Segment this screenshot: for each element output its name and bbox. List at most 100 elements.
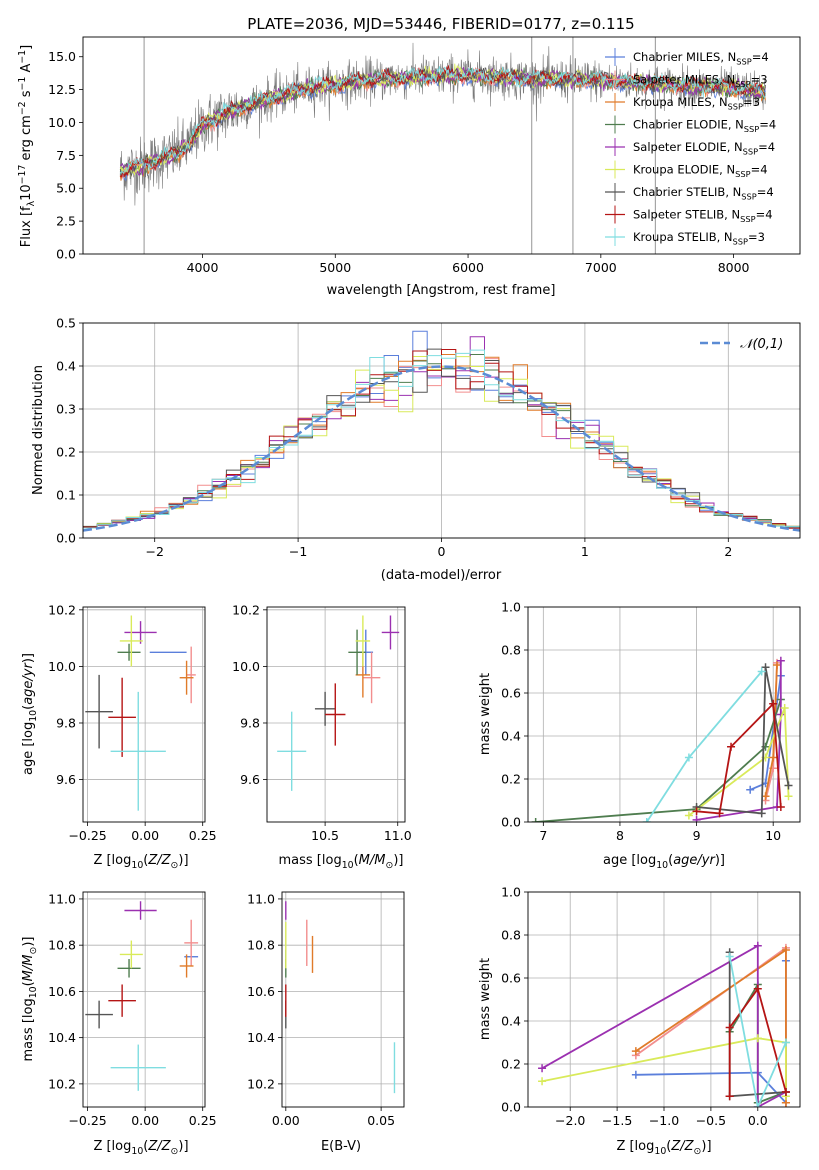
x-tick-label: −0.25 xyxy=(68,828,106,843)
axes-frame xyxy=(82,322,801,539)
legend-entry: Chabrier MILES, NSSP=4 xyxy=(633,50,769,66)
y-tick-label: 1.0 xyxy=(501,885,521,900)
chart-mass-vs-Z: −0.25 0.00 0.25 10.2 10.4 10.6 10.8 11.0 Z [log1… xyxy=(21,891,217,1156)
chart-mass-vs-ebv: 0.00 0.05 10.2 10.4 10.6 10.8 11.0 E(B-V) xyxy=(247,891,405,1154)
chart-mass-weight-vs-age: 7 8 9 10 0.0 0.2 0.4 0.6 0.8 1.0 age [log10(age/yr… xyxy=(478,600,801,871)
axes-frame xyxy=(527,606,801,823)
point-marker xyxy=(631,1047,640,1056)
x-tick-label: 0.0 xyxy=(748,1113,768,1128)
point-marker xyxy=(715,809,724,818)
mass-weight-line xyxy=(646,670,763,822)
y-tick-label: 1.0 xyxy=(501,600,521,615)
point-marker xyxy=(784,792,793,801)
x-tick-label: −2.0 xyxy=(555,1113,585,1128)
y-tick-label: 0.4 xyxy=(501,729,521,744)
x-tick-label: 8 xyxy=(616,828,624,843)
x-tick-label: −2 xyxy=(145,544,163,559)
chart-mass-weight-vs-Z: −2.0 −1.5 −1.0 −0.5 0.0 0.0 0.2 0.4 0.6 0.8 1.0 Z [… xyxy=(478,885,801,1157)
y-tick-label: 0.6 xyxy=(501,971,521,986)
x-tick-label: 7 xyxy=(539,828,547,843)
point-marker xyxy=(757,667,766,676)
y-tick-label: 10.2 xyxy=(247,1076,275,1091)
chart-spectrum: 4000 5000 6000 7000 8000 0.0 2.5 5.0 7.5 10.0 12.5… xyxy=(17,36,801,298)
y-tick-label: 10.2 xyxy=(48,602,76,617)
y-tick-label: 0.0 xyxy=(56,531,76,546)
legend-entry: Chabrier ELODIE, NSSP=4 xyxy=(633,118,776,134)
point-marker xyxy=(725,1023,734,1032)
model-line xyxy=(119,63,766,177)
y-tick-label: 11.0 xyxy=(48,891,76,906)
mass-weight-line xyxy=(728,956,787,1107)
x-axis-label: Z [log10(Z/Z⊙)] xyxy=(93,1139,188,1157)
point-marker xyxy=(642,818,651,822)
x-tick-label: 0 xyxy=(438,544,446,559)
mass-weight-line xyxy=(696,660,782,821)
y-tick-label: 10.4 xyxy=(48,1030,76,1045)
chart-age-vs-Z: −0.25 0.00 0.25 9.6 9.8 10.0 10.2 Z [log10(Z/Z⊙… xyxy=(21,602,217,871)
y-tick-label: 0.1 xyxy=(56,488,76,503)
y-tick-label: 11.0 xyxy=(247,891,275,906)
x-axis-label: mass [log10(M/M⊙)] xyxy=(279,853,404,871)
point-marker xyxy=(684,811,693,820)
point-marker xyxy=(725,1092,734,1101)
legend-entry: 𝒩(0,1) xyxy=(740,337,783,352)
y-tick-label: 10.8 xyxy=(247,938,275,953)
point-marker xyxy=(757,809,766,818)
legend-entry: Kroupa ELODIE, NSSP=4 xyxy=(633,163,768,179)
point-marker xyxy=(781,1087,790,1096)
y-tick-label: 0.0 xyxy=(56,247,76,262)
x-tick-label: 4000 xyxy=(187,260,219,275)
point-marker xyxy=(727,742,736,751)
mass-weight-line xyxy=(696,667,790,815)
chart-residuals: −2 −1 0 1 2 0.0 0.1 0.2 0.3 0.4 0.5 (data-model)/er… xyxy=(31,316,801,583)
y-tick-label: 15.0 xyxy=(48,49,76,64)
legend-entry: Salpeter ELODIE, NSSP=4 xyxy=(633,140,775,156)
y-tick-label: 10.6 xyxy=(247,984,275,999)
plot-area xyxy=(285,901,396,1094)
x-axis-label: Z [log10(Z/Z⊙)] xyxy=(93,853,188,871)
axes-frame xyxy=(82,606,206,823)
plot-area xyxy=(119,37,766,254)
y-tick-label: 0.5 xyxy=(56,316,76,331)
x-tick-label: −0.25 xyxy=(68,1113,106,1128)
legend-entry: Kroupa MILES, NSSP=3 xyxy=(633,95,760,111)
model-line xyxy=(119,66,766,178)
y-tick-label: 10.0 xyxy=(48,115,76,130)
histogram-series xyxy=(83,349,800,529)
y-tick-label: 5.0 xyxy=(56,181,76,196)
y-tick-label: 10.4 xyxy=(247,1030,275,1045)
x-axis-label: age [log10(age/yr)] xyxy=(603,853,725,871)
chart-age-vs-mass: 10.5 11.0 9.6 9.8 10.0 10.2 mass [log10(M/M⊙)] xyxy=(232,602,412,871)
axes-frame xyxy=(527,891,801,1108)
x-axis-label: E(B-V) xyxy=(321,1139,361,1154)
point-marker xyxy=(781,946,790,955)
x-axis-label: (data-model)/error xyxy=(381,568,502,583)
y-tick-label: 0.0 xyxy=(501,815,521,830)
y-tick-label: 0.0 xyxy=(501,1100,521,1115)
y-axis-label: mass weight xyxy=(478,673,493,755)
x-tick-label: 0.05 xyxy=(367,1113,395,1128)
point-marker xyxy=(631,1070,640,1079)
point-marker xyxy=(761,663,770,672)
x-tick-label: 11.0 xyxy=(384,828,412,843)
x-axis-label: Z [log10(Z/Z⊙)] xyxy=(616,1139,711,1157)
x-tick-label: −1 xyxy=(289,544,307,559)
y-tick-label: 10.2 xyxy=(232,602,260,617)
y-tick-label: 0.4 xyxy=(501,1014,521,1029)
y-axis-label: Normed distribution xyxy=(31,365,46,495)
point-marker xyxy=(769,753,778,762)
plot-area xyxy=(85,615,196,811)
point-marker xyxy=(753,1034,762,1043)
x-tick-label: −0.5 xyxy=(696,1113,726,1128)
plot-area xyxy=(277,615,400,791)
legend-entry: Salpeter STELIB, NSSP=4 xyxy=(633,208,773,224)
point-marker xyxy=(531,818,540,822)
point-marker xyxy=(773,661,782,670)
axes-frame xyxy=(82,891,206,1108)
legend: Chabrier MILES, NSSP=4 Salpeter MILES, NS… xyxy=(605,48,776,246)
plot-area xyxy=(85,901,199,1091)
point-marker xyxy=(538,1077,547,1086)
plot-area xyxy=(538,941,790,1107)
mass-weight-line xyxy=(541,944,787,1107)
